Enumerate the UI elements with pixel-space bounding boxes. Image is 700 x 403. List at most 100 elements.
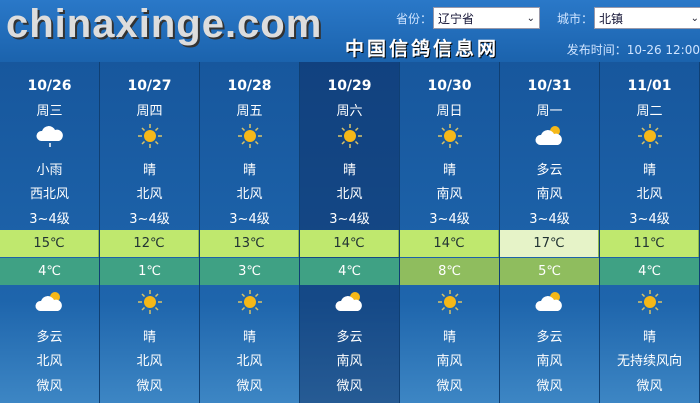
- night-wind: 南风: [536, 354, 563, 369]
- night-wind-level: 微风: [336, 379, 363, 394]
- weekday: 周一: [536, 104, 563, 119]
- low-temp: 1℃: [100, 258, 199, 285]
- date: 11/01: [627, 78, 672, 94]
- night-weather: 多云: [536, 330, 563, 345]
- weekday: 周二: [636, 104, 663, 119]
- chevron-down-icon: ⌄: [690, 12, 699, 24]
- night-weather: 多云: [36, 330, 63, 345]
- sun-icon: [235, 123, 265, 149]
- high-temp: 14℃: [300, 230, 399, 257]
- day-weather: 晴: [342, 163, 356, 178]
- day-wind-level: 3~4级: [229, 212, 270, 227]
- weekday: 周五: [236, 104, 263, 119]
- sun-icon: [435, 289, 465, 315]
- day-column: 10/26 周三 小雨 西北风 3~4级 15℃ 4℃ 多云 北风 微风: [0, 62, 100, 403]
- day-column: 10/29 周六 晴 北风 3~4级 14℃ 4℃ 多云 南风 微风: [300, 62, 400, 403]
- day-weather: 晴: [642, 163, 656, 178]
- watermark-subtext: 中国信鸽信息网: [345, 38, 500, 60]
- sun-icon: [635, 289, 665, 315]
- night-weather: 晴: [642, 330, 656, 345]
- day-wind: 北风: [336, 187, 363, 202]
- day-wind-level: 3~4级: [629, 212, 670, 227]
- sun-icon: [235, 289, 265, 315]
- day-column: 10/30 周日 晴 南风 3~4级 14℃ 8℃ 晴 南风 微风: [400, 62, 500, 403]
- sun-icon: [635, 123, 665, 149]
- date: 10/26: [27, 78, 72, 94]
- high-temp: 14℃: [400, 230, 499, 257]
- day-weather: 多云: [536, 163, 563, 178]
- night-weather: 晴: [142, 330, 156, 345]
- low-temp: 4℃: [600, 258, 699, 285]
- city-label: 城市：: [557, 12, 594, 26]
- low-temp: 8℃: [400, 258, 499, 285]
- day-wind-level: 3~4级: [529, 212, 570, 227]
- day-wind: 西北风: [29, 187, 69, 202]
- day-weather: 晴: [442, 163, 456, 178]
- sun-icon: [135, 123, 165, 149]
- night-wind: 无持续风向: [616, 354, 682, 369]
- night-wind-level: 微风: [36, 379, 63, 394]
- night-wind: 北风: [236, 354, 263, 369]
- night-wind-level: 微风: [536, 379, 563, 394]
- day-column: 10/27 周四 晴 北风 3~4级 12℃ 1℃ 晴 北风 微风: [100, 62, 200, 403]
- night-wind-level: 微风: [236, 379, 263, 394]
- date: 10/30: [427, 78, 472, 94]
- date: 10/31: [527, 78, 572, 94]
- day-wind-level: 3~4级: [29, 212, 70, 227]
- province-select[interactable]: 辽宁省 ⌄: [433, 7, 540, 29]
- low-temp: 4℃: [0, 258, 99, 285]
- weekday: 周日: [436, 104, 463, 119]
- day-wind: 北风: [636, 187, 663, 202]
- day-wind: 北风: [136, 187, 163, 202]
- night-wind: 北风: [36, 354, 63, 369]
- high-temp: 15℃: [0, 230, 99, 257]
- day-weather: 晴: [242, 163, 256, 178]
- province-value: 辽宁省: [438, 11, 475, 26]
- day-wind-level: 3~4级: [329, 212, 370, 227]
- forecast-grid: 10/26 周三 小雨 西北风 3~4级 15℃ 4℃ 多云 北风 微风 10/2…: [0, 62, 700, 403]
- night-weather: 晴: [442, 330, 456, 345]
- day-wind-level: 3~4级: [429, 212, 470, 227]
- weekday: 周六: [336, 104, 363, 119]
- day-column: 10/31 周一 多云 南风 3~4级 17℃ 5℃ 多云 南风 微风: [500, 62, 600, 403]
- city-value: 北镇: [599, 11, 624, 26]
- high-temp: 17℃: [500, 230, 599, 257]
- night-weather: 晴: [242, 330, 256, 345]
- cloud-rain-icon: [35, 123, 65, 149]
- day-weather: 晴: [142, 163, 156, 178]
- night-wind: 南风: [336, 354, 363, 369]
- date: 10/27: [127, 78, 172, 94]
- low-temp: 4℃: [300, 258, 399, 285]
- header-bar: 省份： 辽宁省 ⌄ 城市： 北镇 ⌄ 发布时间：10-26 12:00 chinax…: [0, 0, 700, 62]
- partly-cloudy-icon: [535, 289, 565, 315]
- high-temp: 11℃: [600, 230, 699, 257]
- province-label: 省份：: [396, 12, 433, 26]
- partly-cloudy-icon: [35, 289, 65, 315]
- night-weather: 多云: [336, 330, 363, 345]
- weekday: 周三: [36, 104, 63, 119]
- day-weather: 小雨: [36, 163, 63, 178]
- sun-icon: [335, 123, 365, 149]
- day-wind: 北风: [236, 187, 263, 202]
- day-column: 10/28 周五 晴 北风 3~4级 13℃ 3℃ 晴 北风 微风: [200, 62, 300, 403]
- low-temp: 5℃: [500, 258, 599, 285]
- night-wind-level: 微风: [136, 379, 163, 394]
- day-wind: 南风: [436, 187, 463, 202]
- partly-cloudy-icon: [535, 123, 565, 149]
- night-wind: 南风: [436, 354, 463, 369]
- night-wind-level: 微风: [436, 379, 463, 394]
- sun-icon: [435, 123, 465, 149]
- watermark-logo: chinaxinge.com: [6, 2, 323, 46]
- night-wind: 北风: [136, 354, 163, 369]
- day-column: 11/01 周二 晴 北风 3~4级 11℃ 4℃ 晴 无持续风向 微风: [600, 62, 700, 403]
- low-temp: 3℃: [200, 258, 299, 285]
- partly-cloudy-icon: [335, 289, 365, 315]
- high-temp: 13℃: [200, 230, 299, 257]
- date: 10/29: [327, 78, 372, 94]
- sun-icon: [135, 289, 165, 315]
- high-temp: 12℃: [100, 230, 199, 257]
- chevron-down-icon: ⌄: [526, 12, 535, 24]
- night-wind-level: 微风: [636, 379, 663, 394]
- city-select[interactable]: 北镇 ⌄: [594, 7, 700, 29]
- day-wind-level: 3~4级: [129, 212, 170, 227]
